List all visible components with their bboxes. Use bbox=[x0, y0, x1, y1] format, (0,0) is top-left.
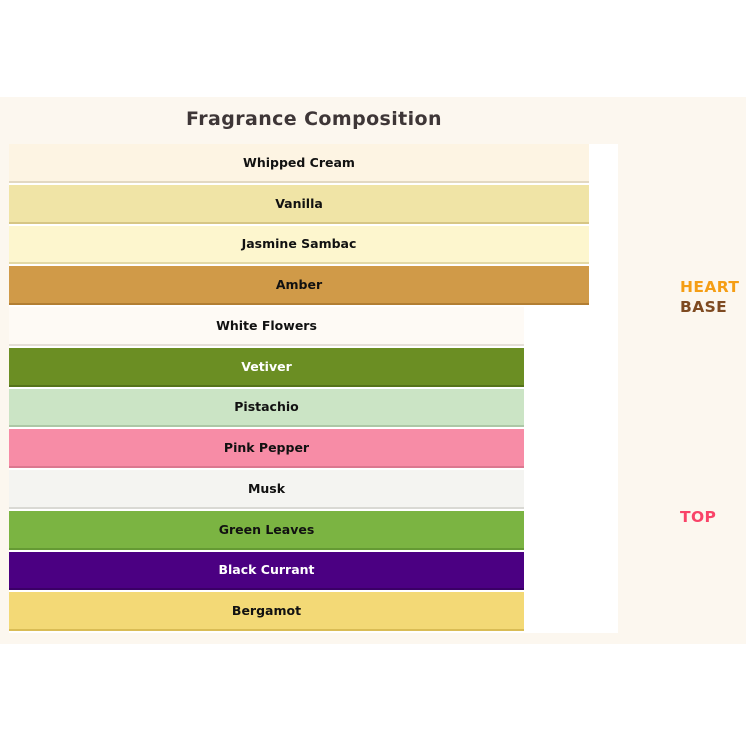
bar-black-currant: Black Currant bbox=[9, 551, 524, 591]
bar-row: Green Leaves bbox=[9, 510, 618, 552]
bar-row: Jasmine Sambac bbox=[9, 225, 618, 267]
chart-title: Fragrance Composition bbox=[186, 108, 442, 130]
bar-green-leaves: Green Leaves bbox=[9, 510, 524, 550]
bar-bergamot: Bergamot bbox=[9, 592, 524, 631]
bar-vetiver: Vetiver bbox=[9, 347, 524, 387]
bar-musk: Musk bbox=[9, 470, 524, 509]
bar-row: Amber bbox=[9, 266, 618, 307]
bar-jasmine-sambac: Jasmine Sambac bbox=[9, 225, 589, 265]
bar-vanilla: Vanilla bbox=[9, 184, 589, 224]
bar-label: Jasmine Sambac bbox=[241, 236, 357, 252]
bar-whipped-cream: Whipped Cream bbox=[9, 144, 589, 183]
group-label-top: TOP bbox=[680, 508, 717, 526]
bar-row: White Flowers bbox=[9, 307, 618, 348]
bar-row: Bergamot bbox=[9, 592, 618, 633]
bar-label: Amber bbox=[275, 277, 323, 293]
bar-label: Whipped Cream bbox=[243, 154, 355, 170]
bar-label: Pink Pepper bbox=[223, 440, 310, 456]
bar-label: White Flowers bbox=[216, 317, 317, 333]
bar-row: Pink Pepper bbox=[9, 429, 618, 470]
bar-row: Musk bbox=[9, 470, 618, 511]
bar-row: Black Currant bbox=[9, 551, 618, 593]
bar-amber: Amber bbox=[9, 266, 589, 305]
bar-pistachio: Pistachio bbox=[9, 388, 524, 428]
bar-row: Pistachio bbox=[9, 388, 618, 430]
bar-label: Musk bbox=[247, 480, 286, 496]
plot-area: Whipped Cream Vanilla Jasmine Sambac Amber W… bbox=[9, 144, 618, 633]
bar-label: Bergamot bbox=[231, 603, 302, 619]
bar-row: Whipped Cream bbox=[9, 144, 618, 185]
bar-pink-pepper: Pink Pepper bbox=[9, 429, 524, 468]
bar-label: Black Currant bbox=[218, 562, 315, 578]
group-label-heart: HEART bbox=[680, 278, 740, 296]
bar-row: Vanilla bbox=[9, 184, 618, 226]
group-label-base: BASE bbox=[680, 298, 728, 316]
bar-white-flowers: White Flowers bbox=[9, 307, 524, 346]
bar-label: Pistachio bbox=[234, 399, 299, 415]
bar-label: Vanilla bbox=[275, 195, 323, 211]
bar-label: Vetiver bbox=[241, 358, 292, 374]
chart-figure: Fragrance Composition Whipped Cream Vanil… bbox=[0, 97, 746, 644]
bar-label: Green Leaves bbox=[218, 521, 315, 537]
bar-row: Vetiver bbox=[9, 347, 618, 389]
